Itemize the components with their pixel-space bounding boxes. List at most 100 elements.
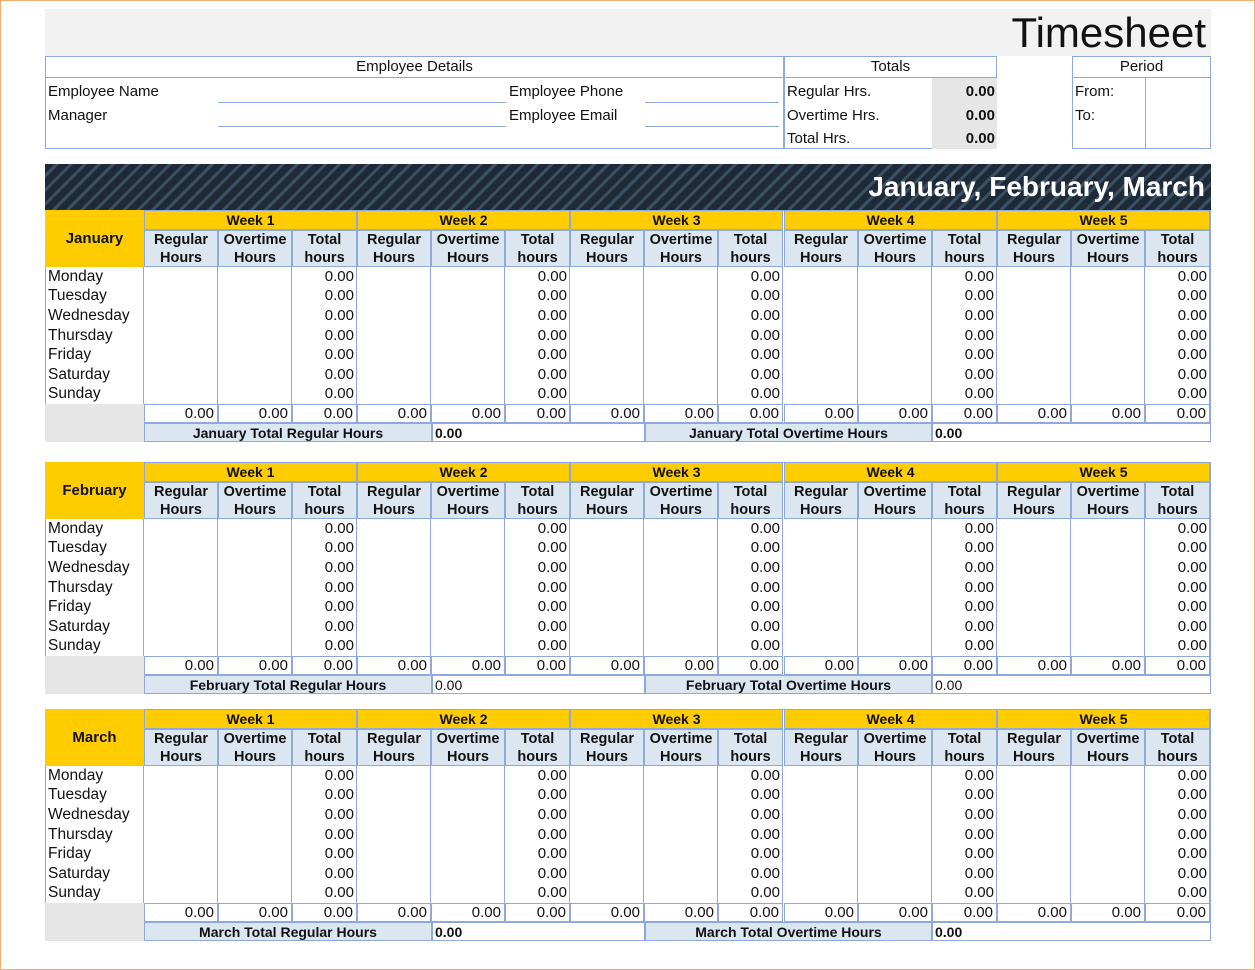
daily-total: 0.00	[324, 598, 354, 616]
overtime-total: 0.00	[932, 423, 1211, 443]
daily-total: 0.00	[964, 346, 994, 364]
overtime-total: 0.00	[932, 922, 1211, 942]
day-cell-column	[144, 267, 218, 405]
day-cell-column	[431, 766, 505, 904]
column-heading: Total hours	[292, 729, 357, 766]
daily-total: 0.00	[537, 346, 567, 364]
week-sum: 0.00	[997, 404, 1071, 424]
week-heading: Week 4	[784, 709, 997, 729]
day-cell-column	[1145, 267, 1210, 405]
daily-total: 0.00	[750, 539, 780, 557]
daily-total: 0.00	[964, 637, 994, 655]
totals-label: Regular Hrs.	[787, 83, 872, 100]
week-sum: 0.00	[858, 903, 932, 923]
week-heading: Week 2	[357, 709, 570, 729]
daily-total: 0.00	[750, 519, 780, 537]
day-name: Monday	[48, 519, 104, 537]
day-name: Tuesday	[48, 287, 107, 305]
daily-total: 0.00	[1177, 805, 1207, 823]
week-sum: 0.00	[570, 404, 644, 424]
column-heading: Total hours	[932, 230, 997, 267]
totals-value: 0.00	[965, 83, 995, 100]
week-sum: 0.00	[784, 404, 858, 424]
week-sum: 0.00	[718, 903, 783, 923]
column-heading: Total hours	[505, 230, 570, 267]
day-cell-column	[644, 519, 718, 657]
week-sum: 0.00	[570, 903, 644, 923]
regular-total: 0.00	[432, 423, 645, 443]
daily-total: 0.00	[324, 617, 354, 635]
daily-total: 0.00	[324, 558, 354, 576]
overtime-total: 0.00	[932, 675, 1211, 695]
day-cell-column	[997, 519, 1071, 657]
week-sum: 0.00	[1145, 404, 1210, 424]
daily-total: 0.00	[324, 306, 354, 324]
week-sum: 0.00	[144, 903, 218, 923]
day-cell-column	[1145, 519, 1210, 657]
week-sum: 0.00	[357, 903, 431, 923]
totals-value: 0.00	[965, 130, 995, 147]
column-heading: Regular Hours	[144, 729, 218, 766]
daily-total: 0.00	[1177, 365, 1207, 383]
month-name: January	[45, 210, 144, 267]
month-foot	[45, 656, 144, 695]
column-heading: Total hours	[1145, 729, 1210, 766]
column-heading: Regular Hours	[357, 729, 431, 766]
daily-total: 0.00	[537, 637, 567, 655]
week-heading: Week 1	[144, 709, 357, 729]
title: Timesheet	[1011, 9, 1206, 56]
day-name: Monday	[48, 267, 104, 285]
week-sum: 0.00	[997, 656, 1071, 676]
daily-total: 0.00	[537, 766, 567, 784]
daily-total: 0.00	[324, 845, 354, 863]
totals-label: Overtime Hrs.	[787, 107, 880, 124]
daily-total: 0.00	[750, 845, 780, 863]
daily-total: 0.00	[537, 287, 567, 305]
daily-total: 0.00	[1177, 306, 1207, 324]
period-label: To:	[1075, 107, 1096, 124]
column-heading: Total hours	[718, 482, 783, 519]
field-label: Employee Phone	[509, 83, 624, 100]
daily-total: 0.00	[537, 864, 567, 882]
day-cell-column	[218, 519, 292, 657]
column-heading: Total hours	[1145, 482, 1210, 519]
daily-total: 0.00	[964, 385, 994, 403]
week-sum: 0.00	[718, 656, 783, 676]
regular-total: 0.00	[432, 675, 645, 695]
daily-total: 0.00	[750, 287, 780, 305]
daily-total: 0.00	[1177, 578, 1207, 596]
day-cell-column	[357, 267, 431, 405]
week-sum: 0.00	[431, 404, 505, 424]
day-cell-column	[784, 766, 858, 904]
day-name: Sunday	[48, 884, 101, 902]
column-heading: Total hours	[718, 230, 783, 267]
daily-total: 0.00	[1177, 287, 1207, 305]
day-cell-column	[1145, 766, 1210, 904]
column-heading: Total hours	[292, 482, 357, 519]
month-name: March	[45, 709, 144, 766]
field-label: Employee Name	[48, 83, 159, 100]
week-sum: 0.00	[292, 903, 357, 923]
daily-total: 0.00	[964, 805, 994, 823]
daily-total: 0.00	[750, 617, 780, 635]
week-sum: 0.00	[144, 404, 218, 424]
column-heading: Overtime Hours	[218, 729, 292, 766]
day-cell-column	[218, 267, 292, 405]
field-underline	[645, 102, 779, 103]
week-sum: 0.00	[644, 656, 718, 676]
day-cell-column	[144, 766, 218, 904]
day-cell-column	[997, 267, 1071, 405]
week-sum: 0.00	[784, 903, 858, 923]
daily-total: 0.00	[324, 519, 354, 537]
day-name: Friday	[48, 346, 92, 364]
column-heading: Overtime Hours	[1071, 230, 1145, 267]
column-heading: Regular Hours	[144, 230, 218, 267]
week-sum: 0.00	[431, 903, 505, 923]
daily-total: 0.00	[750, 365, 780, 383]
daily-total: 0.00	[537, 558, 567, 576]
week-heading: Week 5	[997, 210, 1210, 230]
day-cell-column	[932, 267, 997, 405]
week-sum: 0.00	[718, 404, 783, 424]
week-heading: Week 3	[570, 709, 783, 729]
week-heading: Week 5	[997, 462, 1210, 482]
